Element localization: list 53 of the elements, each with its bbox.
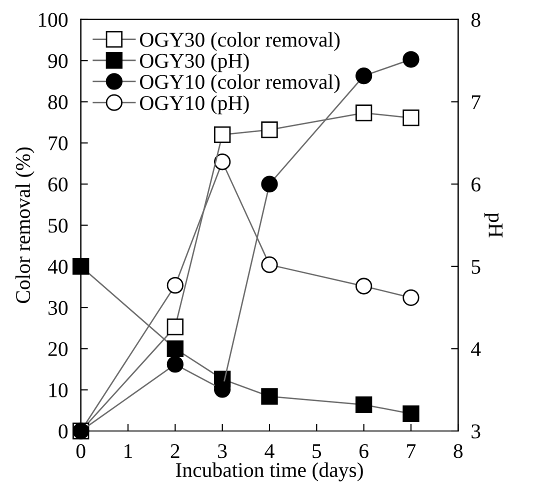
- y-tick-label: 20: [48, 342, 68, 356]
- x-tick-label: 8: [454, 444, 463, 458]
- x-tick-label: 2: [170, 444, 180, 458]
- y2-tick-label: 6: [472, 178, 480, 192]
- x-tick-label: 0: [76, 444, 86, 458]
- point: [261, 121, 278, 138]
- y-tick-label: 10: [49, 383, 68, 398]
- point: [402, 51, 420, 68]
- point: [261, 256, 278, 274]
- x-axis-title: Incubation time (days): [176, 462, 363, 482]
- point: [402, 405, 420, 422]
- point: [214, 126, 231, 144]
- point: [166, 356, 184, 373]
- y-tick-label: 50: [48, 218, 68, 233]
- point: [355, 68, 372, 84]
- legend-label: OGY30 (pH): [140, 53, 249, 72]
- y2-tick-label: 5: [472, 260, 480, 274]
- point: [261, 176, 278, 192]
- y2-tick-label: 7: [472, 95, 480, 110]
- y2-tick-label: 3: [472, 424, 480, 438]
- point: [166, 318, 184, 336]
- x-tick-label: 4: [264, 444, 274, 458]
- y-tick-label: 40: [48, 260, 68, 274]
- x-tick-label: 7: [407, 444, 416, 458]
- y-tick-label: 90: [48, 54, 68, 68]
- x-tick-label: 3: [218, 444, 227, 458]
- legend-label: OGY10 (color removal): [140, 74, 340, 94]
- y-tick-label: 100: [38, 12, 68, 27]
- y2-tick-label: 4: [471, 342, 481, 356]
- legend-label: OGY10 (pH): [140, 95, 249, 114]
- y-tick-label: 70: [48, 136, 68, 150]
- point: [166, 340, 184, 358]
- point: [72, 258, 90, 275]
- y-tick-label: 0: [58, 424, 68, 438]
- x-tick-label: 6: [360, 444, 368, 458]
- y-tick-label: 80: [48, 95, 68, 110]
- x-tick-label: 1: [124, 444, 132, 458]
- y-tick-label: 60: [48, 177, 68, 192]
- y-axis-title: Color removal (%): [15, 147, 34, 304]
- point: [355, 104, 372, 122]
- point: [214, 381, 231, 398]
- point: [355, 278, 372, 294]
- y2-tick-label: 8: [471, 12, 480, 27]
- y-tick-label: 30: [48, 300, 68, 315]
- point: [355, 396, 372, 413]
- point: [261, 388, 278, 405]
- point: [402, 110, 420, 126]
- x-tick-label: 5: [312, 444, 322, 458]
- legend-label: OGY30 (color removal): [140, 32, 340, 51]
- point: [402, 289, 420, 306]
- y2-axis-title: pH: [484, 212, 502, 238]
- point: [166, 276, 184, 294]
- point: [214, 154, 231, 170]
